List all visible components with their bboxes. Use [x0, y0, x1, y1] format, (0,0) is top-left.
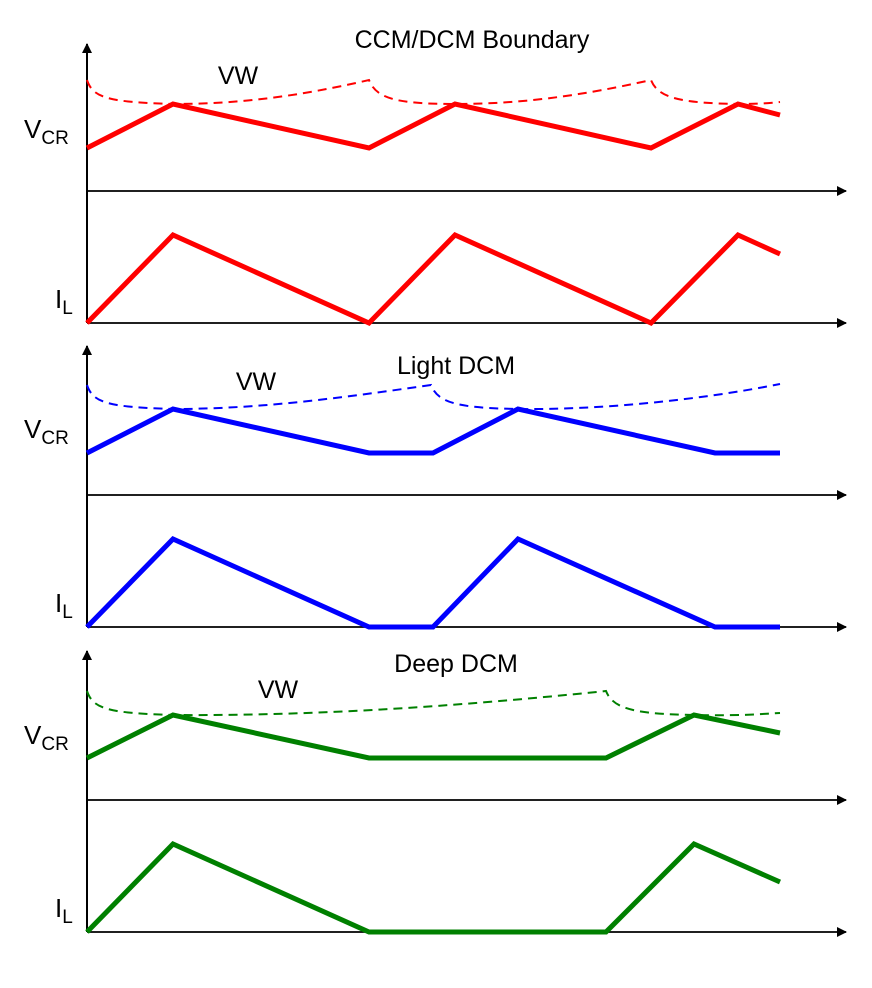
- vcr-label: VCR: [24, 720, 69, 755]
- il-waveform: [85, 536, 780, 630]
- vw-label: VW: [218, 62, 259, 90]
- panel-title: Deep DCM: [394, 650, 518, 678]
- panel-light-dcm: Light DCM VW VCR IL: [24, 345, 847, 632]
- panel-title: Light DCM: [397, 352, 515, 380]
- vw-dashed-waveform: [86, 78, 781, 106]
- vw-dashed-waveform: [86, 689, 781, 717]
- vcr-waveform: [85, 406, 780, 456]
- il-waveform: [85, 232, 782, 326]
- vcr-waveform: [85, 712, 781, 761]
- vcr-label: VCR: [24, 414, 69, 449]
- vw-label: VW: [258, 676, 299, 704]
- il-label: IL: [55, 284, 73, 319]
- panel-deep-dcm: Deep DCM VW VCR IL: [24, 650, 847, 937]
- il-label: IL: [55, 893, 73, 928]
- vw-label: VW: [236, 368, 277, 396]
- il-waveform: [85, 841, 782, 935]
- vw-dashed-waveform: [86, 383, 781, 411]
- vcr-label: VCR: [24, 114, 69, 149]
- il-label: IL: [55, 588, 73, 623]
- panel-boundary: CCM/DCM Boundary VW VCR IL: [24, 26, 847, 328]
- vcr-waveform: [85, 101, 781, 151]
- panel-title: CCM/DCM Boundary: [355, 26, 590, 54]
